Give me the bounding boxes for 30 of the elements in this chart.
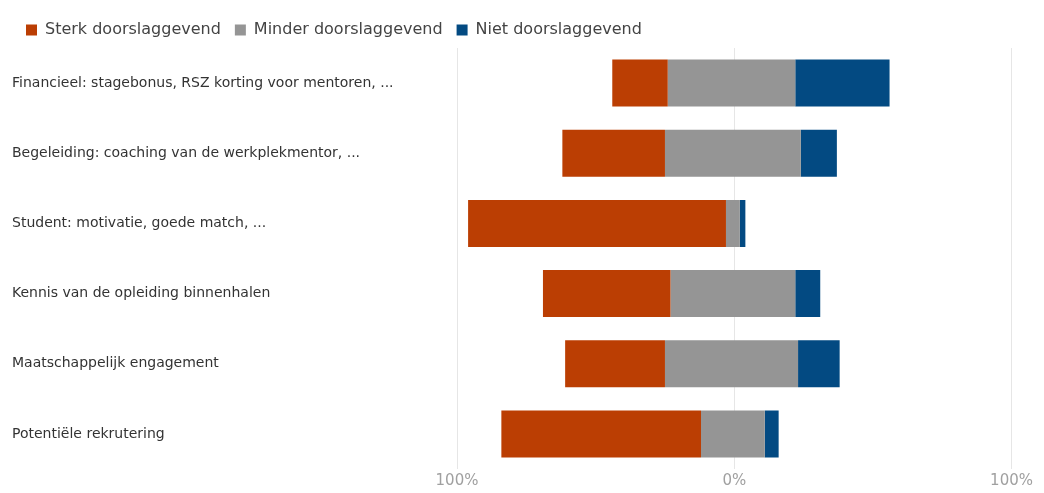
legend-label: Minder doorslaggevend — [253, 19, 443, 39]
legend-label: Sterk doorslaggevend — [45, 19, 221, 39]
x-tick-label: 100% — [435, 470, 479, 489]
y-tick-label: Begeleiding: coaching van de werkplekmentor, ... — [12, 143, 361, 160]
y-tick-label: Potentiële rekrutering — [12, 424, 165, 441]
y-tick-label: Kennis van de opleiding binnenhalen — [12, 284, 271, 301]
bar — [565, 340, 665, 388]
bar — [667, 59, 796, 107]
bar — [800, 129, 837, 177]
y-tick-label: Student: motivatie, goede match, ... — [12, 214, 267, 231]
bar — [468, 199, 726, 247]
bar — [542, 270, 671, 318]
bar — [701, 410, 765, 458]
bar — [795, 59, 890, 107]
bar — [562, 129, 665, 177]
bar — [739, 199, 746, 247]
bar — [612, 59, 668, 107]
bar — [501, 410, 702, 458]
x-tick-label: 0% — [722, 470, 747, 489]
bar — [795, 270, 821, 318]
bar — [725, 199, 740, 247]
legend-label: Niet doorslaggevend — [475, 19, 642, 39]
bar — [664, 340, 799, 388]
y-tick-label: Maatschappelijk engagement — [12, 354, 220, 371]
bar — [764, 410, 779, 458]
y-tick-label: Financieel: stagebonus, RSZ korting voor mentoren, ... — [12, 73, 394, 90]
x-tick-label: 100% — [990, 470, 1033, 489]
bar — [798, 340, 840, 388]
bar — [670, 270, 796, 318]
bar — [664, 129, 801, 177]
